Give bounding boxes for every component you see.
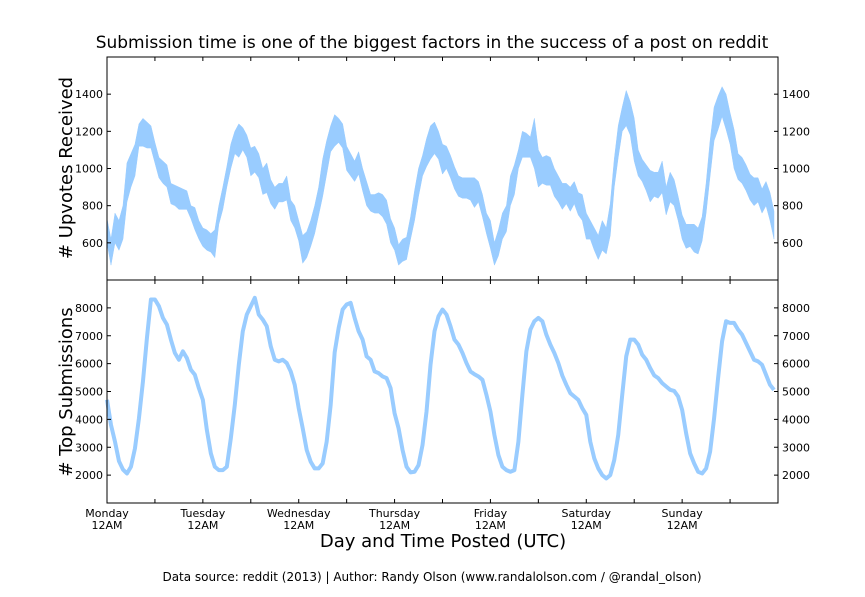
x-axis-label: Day and Time Posted (UTC)	[320, 531, 566, 552]
upvotes-ytick-label-left: 800	[82, 200, 103, 213]
x-tick-time: 12AM	[187, 519, 218, 532]
submissions-ytick-label-left: 5000	[75, 386, 103, 399]
x-tick-time: 12AM	[571, 519, 602, 532]
x-tick-day: Thursday	[368, 507, 421, 520]
submissions-line	[105, 295, 776, 481]
submissions-ytick-label-right: 4000	[782, 413, 810, 426]
upvotes-ytick-label-left: 1000	[75, 163, 103, 176]
upvotes-ytick-label-right: 1400	[782, 88, 810, 101]
x-tick-label: Tuesday 12AM	[179, 507, 225, 532]
submissions-ticks: 2000 2000 3000 3000 4000 4000 5000 5000 6000 6000…	[75, 302, 810, 482]
submissions-ytick-label-left: 6000	[75, 358, 103, 371]
upvotes-ytick-label-left: 600	[82, 237, 103, 250]
submissions-ytick-label-left: 8000	[75, 302, 103, 315]
submissions-ytick-label-right: 8000	[782, 302, 810, 315]
x-tick-day: Wednesday	[267, 507, 331, 520]
submissions-ytick-label-left: 3000	[75, 441, 103, 454]
submissions-ytick-label-right: 2000	[782, 469, 810, 482]
x-tick-label: Wednesday 12AM	[267, 507, 331, 532]
upvotes-ytick-label-right: 1200	[782, 125, 810, 138]
upvotes-ytick-label-right: 1000	[782, 163, 810, 176]
submissions-axis-label: # Top Submissions	[56, 307, 77, 476]
x-tick-day: Sunday	[662, 507, 704, 520]
x-tick-label: Saturday 12AM	[561, 507, 611, 532]
x-tick-day: Saturday	[561, 507, 611, 520]
upvotes-ytick-label-right: 600	[782, 237, 803, 250]
x-tick-label: Sunday 12AM	[662, 507, 704, 532]
submissions-ytick-label-left: 2000	[75, 469, 103, 482]
x-tick-day: Tuesday	[179, 507, 225, 520]
x-tick-label: Friday 12AM	[474, 507, 508, 532]
x-tick-day: Monday	[85, 507, 129, 520]
submissions-line-marks	[105, 295, 776, 481]
upvotes-panel: 600 600 800 800 1000 1000 1200 1200 1400 1400	[75, 56, 810, 281]
x-tick-label: Monday 12AM	[85, 507, 129, 532]
x-tick-time: 12AM	[91, 519, 122, 532]
upvotes-band-marks	[106, 86, 775, 266]
submissions-ytick-label-right: 7000	[782, 330, 810, 343]
submissions-ytick-label-right: 3000	[782, 441, 810, 454]
x-tick-time: 12AM	[667, 519, 698, 532]
submissions-ytick-label-left: 7000	[75, 330, 103, 343]
upvotes-ytick-label-left: 1400	[75, 88, 103, 101]
upvotes-axis-label: # Upvotes Received	[56, 77, 77, 259]
x-tick-time: 12AM	[283, 519, 314, 532]
upvotes-range-band	[106, 86, 775, 266]
upvotes-ticks: 600 600 800 800 1000 1000 1200 1200 1400 1400	[75, 88, 810, 250]
footer-credit: Data source: reddit (2013) | Author: Ran…	[162, 570, 701, 584]
submissions-ytick-label-right: 6000	[782, 358, 810, 371]
x-tick-time: 12AM	[379, 519, 410, 532]
x-tick-time: 12AM	[475, 519, 506, 532]
submissions-ytick-label-left: 4000	[75, 413, 103, 426]
x-tick-day: Friday	[474, 507, 508, 520]
upvotes-ytick-label-left: 1200	[75, 125, 103, 138]
submissions-panel: 2000 2000 3000 3000 4000 4000 5000 5000 6000 6000…	[75, 279, 810, 504]
x-tick-label: Thursday 12AM	[368, 507, 421, 532]
submissions-plot-frame	[106, 279, 779, 504]
upvotes-ytick-label-right: 800	[782, 200, 803, 213]
chart-title: Submission time is one of the biggest fa…	[96, 33, 769, 53]
submissions-ytick-label-right: 5000	[782, 386, 810, 399]
